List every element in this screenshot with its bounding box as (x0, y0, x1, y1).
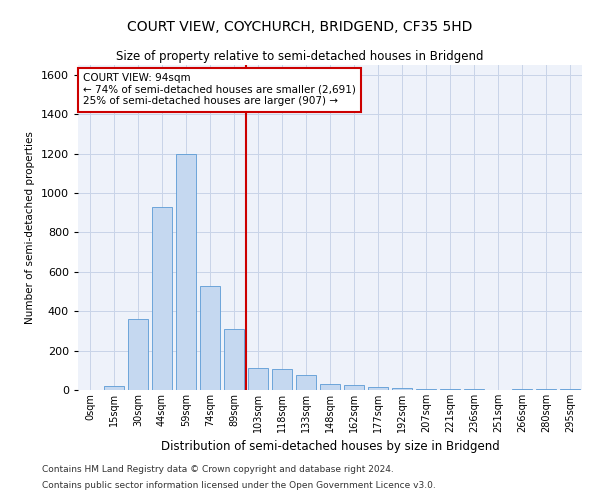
Bar (200, 286, 220, 390)
Bar (104, 386, 124, 390)
Bar (368, 387, 388, 390)
Text: Contains public sector information licensed under the Open Government Licence v3: Contains public sector information licen… (42, 480, 436, 490)
Bar (416, 389, 436, 390)
Bar (248, 368, 268, 390)
Bar (152, 207, 172, 390)
Y-axis label: Number of semi-detached properties: Number of semi-detached properties (25, 131, 35, 324)
Bar (440, 389, 460, 390)
Text: COURT VIEW, COYCHURCH, BRIDGEND, CF35 5HD: COURT VIEW, COYCHURCH, BRIDGEND, CF35 5H… (127, 20, 473, 34)
Text: Size of property relative to semi-detached houses in Bridgend: Size of property relative to semi-detach… (116, 50, 484, 63)
Text: Contains HM Land Registry data © Crown copyright and database right 2024.: Contains HM Land Registry data © Crown c… (42, 466, 394, 474)
Bar (272, 370, 292, 390)
Bar (224, 329, 244, 390)
Bar (344, 385, 364, 390)
Bar (296, 375, 316, 390)
Bar (392, 388, 412, 390)
Text: COURT VIEW: 94sqm
← 74% of semi-detached houses are smaller (2,691)
25% of semi-: COURT VIEW: 94sqm ← 74% of semi-detached… (83, 73, 356, 106)
Bar (512, 389, 532, 390)
Bar (128, 319, 148, 390)
X-axis label: Distribution of semi-detached houses by size in Bridgend: Distribution of semi-detached houses by … (161, 440, 499, 454)
Bar (464, 389, 484, 390)
Bar (536, 389, 556, 390)
Bar (176, 154, 196, 390)
Bar (320, 384, 340, 390)
Bar (560, 389, 580, 390)
